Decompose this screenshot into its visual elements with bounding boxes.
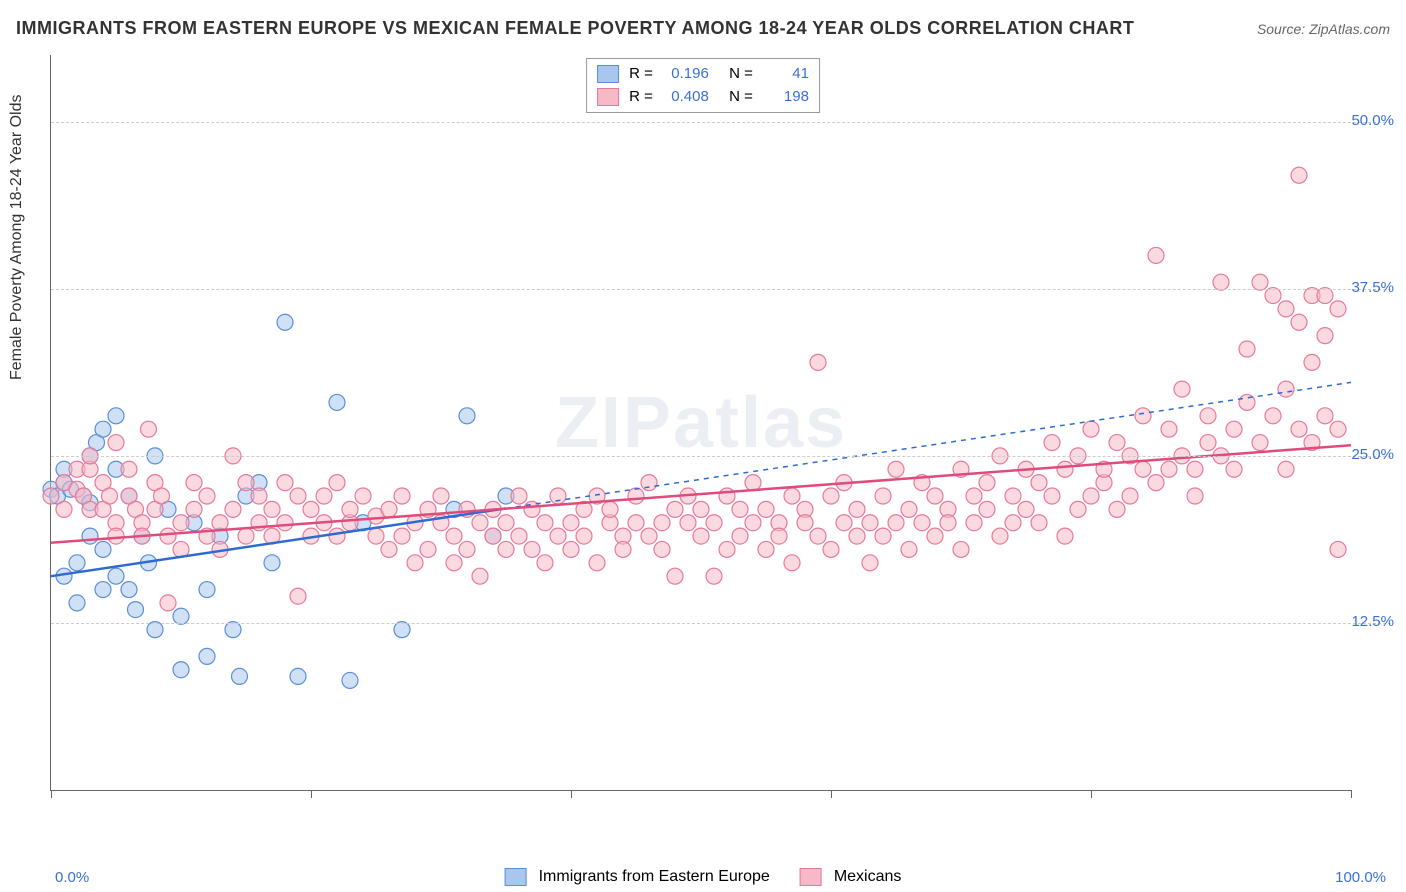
swatch-series-0 — [597, 65, 619, 83]
y-tick-label: 12.5% — [1351, 613, 1394, 630]
y-tick-label: 50.0% — [1351, 112, 1394, 129]
series-label-0: Immigrants from Eastern Europe — [539, 868, 770, 886]
y-tick-label: 25.0% — [1351, 446, 1394, 463]
x-tick-min: 0.0% — [55, 869, 89, 886]
chart-title: IMMIGRANTS FROM EASTERN EUROPE VS MEXICA… — [16, 18, 1134, 39]
legend-row-series-0: R = 0.196 N = 41 — [597, 63, 809, 86]
scatter-svg — [51, 55, 1351, 790]
n-label: N = — [729, 63, 753, 86]
n-label: N = — [729, 86, 753, 109]
r-value-0: 0.196 — [659, 63, 709, 86]
y-tick-label: 37.5% — [1351, 279, 1394, 296]
legend-row-series-1: R = 0.408 N = 198 — [597, 86, 809, 109]
r-value-1: 0.408 — [659, 86, 709, 109]
correlation-legend: R = 0.196 N = 41 R = 0.408 N = 198 — [586, 58, 820, 113]
series-legend: Immigrants from Eastern Europe Mexicans — [505, 868, 902, 886]
plot-area: ZIPatlas — [50, 55, 1351, 791]
n-value-0: 41 — [759, 63, 809, 86]
legend-item-1: Mexicans — [800, 868, 902, 886]
legend-item-0: Immigrants from Eastern Europe — [505, 868, 770, 886]
swatch-series-1 — [800, 868, 822, 886]
source-label: Source: ZipAtlas.com — [1257, 21, 1390, 37]
r-label: R = — [629, 86, 653, 109]
swatch-series-1 — [597, 88, 619, 106]
n-value-1: 198 — [759, 86, 809, 109]
swatch-series-0 — [505, 868, 527, 886]
series-label-1: Mexicans — [834, 868, 902, 886]
y-axis-label: Female Poverty Among 18-24 Year Olds — [8, 95, 26, 381]
x-tick-max: 100.0% — [1335, 869, 1386, 886]
r-label: R = — [629, 63, 653, 86]
